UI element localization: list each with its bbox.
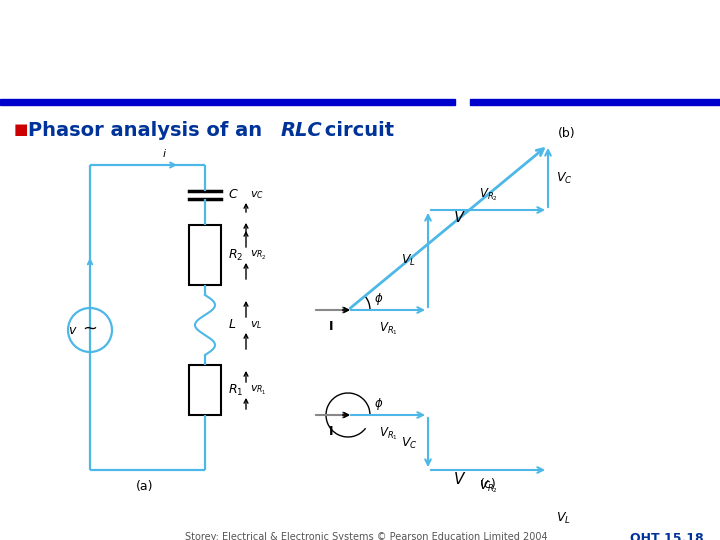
Text: $\mathbf{I}$: $\mathbf{I}$ — [328, 320, 333, 333]
Text: RLC: RLC — [281, 121, 323, 140]
Text: $V_C$: $V_C$ — [556, 171, 572, 186]
Text: Storey: Electrical & Electronic Systems © Pearson Education Limited 2004: Storey: Electrical & Electronic Systems … — [185, 532, 548, 540]
Text: $\phi$: $\phi$ — [374, 396, 383, 412]
Text: $R_2$: $R_2$ — [228, 247, 243, 262]
Text: $V$: $V$ — [453, 209, 467, 225]
Text: $v_C$: $v_C$ — [250, 189, 264, 201]
Text: ■: ■ — [14, 122, 28, 137]
Text: $V$: $V$ — [453, 471, 467, 487]
Text: Phasor analysis of an: Phasor analysis of an — [28, 121, 269, 140]
Text: $C$: $C$ — [228, 188, 239, 201]
Text: $v$: $v$ — [68, 323, 78, 336]
Text: $V_L$: $V_L$ — [556, 510, 571, 525]
Text: $V_{R_1}$: $V_{R_1}$ — [379, 425, 397, 442]
Text: $V_{R_1}$: $V_{R_1}$ — [379, 320, 397, 336]
Bar — [189, 365, 221, 415]
Text: $v_{R_1}$: $v_{R_1}$ — [250, 383, 267, 396]
Text: $v_L$: $v_L$ — [250, 319, 263, 331]
Bar — [0, 99, 455, 105]
Bar — [470, 99, 720, 105]
Text: $R_1$: $R_1$ — [228, 382, 243, 397]
Text: $V_C$: $V_C$ — [401, 435, 418, 450]
Text: circuit: circuit — [318, 121, 394, 140]
Text: $\mathbf{I}$: $\mathbf{I}$ — [328, 425, 333, 438]
Bar — [189, 225, 221, 285]
Text: $i$: $i$ — [163, 147, 168, 159]
Text: $V_{R_2}$: $V_{R_2}$ — [479, 478, 498, 495]
Text: (a): (a) — [136, 480, 154, 493]
Text: $\phi$: $\phi$ — [374, 291, 383, 307]
Text: $L$: $L$ — [228, 319, 236, 332]
Text: $V_L$: $V_L$ — [401, 252, 416, 267]
Text: (b): (b) — [558, 127, 575, 140]
Text: $V_{R_2}$: $V_{R_2}$ — [479, 186, 498, 203]
Text: (c): (c) — [480, 478, 496, 491]
Text: OHT 15.18: OHT 15.18 — [630, 532, 703, 540]
Text: $v_{R_2}$: $v_{R_2}$ — [250, 248, 267, 261]
Text: ~: ~ — [83, 320, 97, 338]
